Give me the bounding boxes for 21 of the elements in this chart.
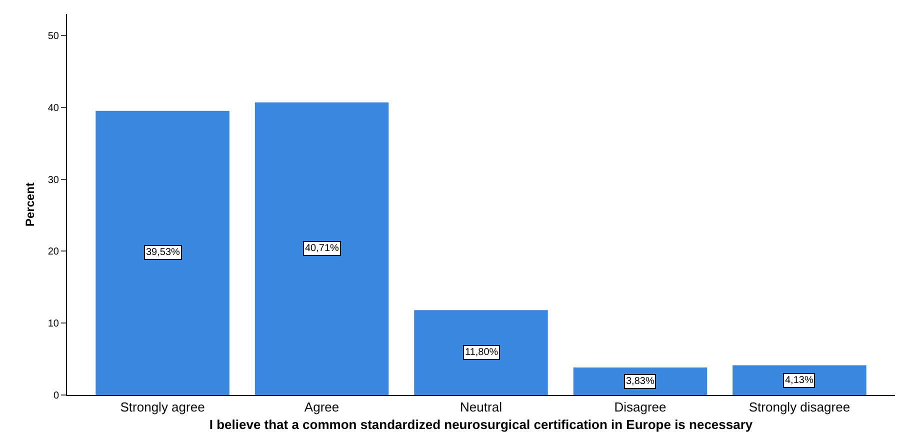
bar (254, 102, 389, 395)
y-tick-label: 30 (48, 174, 60, 186)
data-label: 4,13% (785, 375, 814, 386)
y-tick-label: 0 (53, 390, 60, 402)
bar (414, 310, 548, 395)
data-label: 40,71% (305, 243, 340, 254)
data-label: 39,53% (146, 247, 180, 258)
x-tick-label: Agree (304, 400, 340, 415)
y-tick-label: 10 (48, 318, 60, 330)
y-tick-label: 50 (48, 31, 60, 42)
x-axis-title: I believe that a common standardized neurosurgical certification in Europe is necessary (209, 417, 754, 432)
x-tick-label: Strongly agree (120, 400, 205, 415)
y-tick-label: 20 (48, 246, 60, 258)
x-tick-label: Neutral (460, 400, 502, 415)
x-tick-label: Disagree (614, 400, 666, 415)
bar (96, 110, 230, 395)
y-axis-title: Percent (23, 182, 38, 227)
data-label: 11,80% (465, 347, 498, 358)
x-tick-label: Strongly disagree (748, 400, 850, 415)
y-tick-label: 40 (48, 102, 60, 114)
data-label: 3,83% (626, 376, 654, 387)
